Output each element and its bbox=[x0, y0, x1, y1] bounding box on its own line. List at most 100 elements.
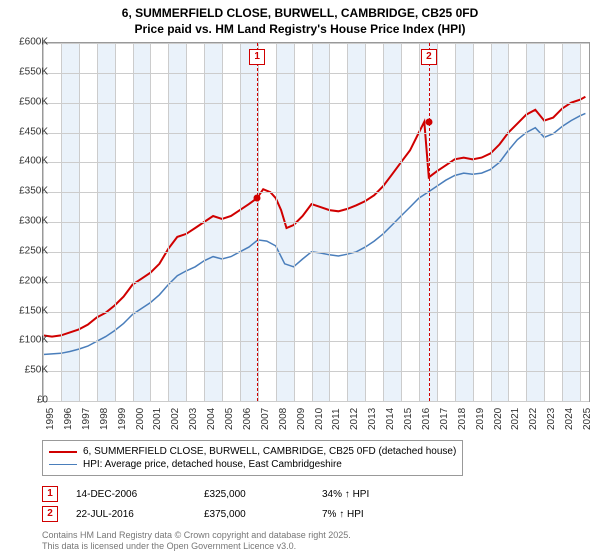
y-tick-label: £350K bbox=[19, 186, 48, 197]
gridline-vertical bbox=[133, 43, 134, 401]
title-line-1: 6, SUMMERFIELD CLOSE, BURWELL, CAMBRIDGE… bbox=[0, 6, 600, 22]
gridline-horizontal bbox=[43, 133, 589, 134]
gridline-horizontal bbox=[43, 103, 589, 104]
gridline-vertical bbox=[383, 43, 384, 401]
sale-hpi-diff: 7% ↑ HPI bbox=[322, 509, 364, 520]
gridline-vertical bbox=[508, 43, 509, 401]
gridline-vertical bbox=[79, 43, 80, 401]
x-tick-label: 2022 bbox=[528, 408, 539, 430]
x-tick-label: 2002 bbox=[170, 408, 181, 430]
gridline-horizontal bbox=[43, 192, 589, 193]
gridline-vertical bbox=[222, 43, 223, 401]
gridline-vertical bbox=[240, 43, 241, 401]
gridline-vertical bbox=[365, 43, 366, 401]
x-tick-label: 2011 bbox=[331, 408, 342, 430]
x-tick-label: 2005 bbox=[224, 408, 235, 430]
x-tick-label: 2001 bbox=[152, 408, 163, 430]
sales-table: 114-DEC-2006£325,00034% ↑ HPI222-JUL-201… bbox=[42, 484, 588, 524]
x-tick-label: 1998 bbox=[99, 408, 110, 430]
gridline-vertical bbox=[419, 43, 420, 401]
gridline-vertical bbox=[61, 43, 62, 401]
gridline-vertical bbox=[544, 43, 545, 401]
gridline-horizontal bbox=[43, 312, 589, 313]
y-tick-label: £200K bbox=[19, 275, 48, 286]
gridline-vertical bbox=[329, 43, 330, 401]
x-tick-label: 2021 bbox=[510, 408, 521, 430]
y-tick-label: £600K bbox=[19, 37, 48, 48]
gridline-vertical bbox=[276, 43, 277, 401]
sale-row-marker: 1 bbox=[42, 486, 58, 502]
sale-marker-box: 1 bbox=[249, 49, 265, 65]
gridline-horizontal bbox=[43, 282, 589, 283]
gridline-vertical bbox=[168, 43, 169, 401]
gridline-vertical bbox=[526, 43, 527, 401]
chart-container: 6, SUMMERFIELD CLOSE, BURWELL, CAMBRIDGE… bbox=[0, 0, 600, 560]
x-tick-label: 2007 bbox=[260, 408, 271, 430]
x-tick-label: 2025 bbox=[582, 408, 593, 430]
y-tick-label: £50K bbox=[25, 365, 48, 376]
legend-row-price: 6, SUMMERFIELD CLOSE, BURWELL, CAMBRIDGE… bbox=[49, 445, 456, 458]
legend-label-price: 6, SUMMERFIELD CLOSE, BURWELL, CAMBRIDGE… bbox=[83, 446, 456, 457]
sale-marker-box: 2 bbox=[421, 49, 437, 65]
x-tick-label: 1996 bbox=[63, 408, 74, 430]
gridline-horizontal bbox=[43, 341, 589, 342]
x-tick-label: 1997 bbox=[81, 408, 92, 430]
legend-swatch-hpi bbox=[49, 464, 77, 465]
gridline-vertical bbox=[312, 43, 313, 401]
plot-area: 12 bbox=[42, 42, 590, 402]
x-tick-label: 2000 bbox=[135, 408, 146, 430]
x-tick-label: 2006 bbox=[242, 408, 253, 430]
gridline-vertical bbox=[580, 43, 581, 401]
footer: Contains HM Land Registry data © Crown c… bbox=[42, 530, 588, 552]
x-tick-label: 2010 bbox=[314, 408, 325, 430]
x-tick-label: 2018 bbox=[457, 408, 468, 430]
gridline-horizontal bbox=[43, 73, 589, 74]
sale-dot bbox=[254, 195, 261, 202]
legend-row-hpi: HPI: Average price, detached house, East… bbox=[49, 458, 456, 471]
sale-row: 2 22-JUL-2016 £375,000 7% ↑ HPI bbox=[42, 504, 588, 524]
sale-row-marker: 2 bbox=[42, 506, 58, 522]
gridline-vertical bbox=[491, 43, 492, 401]
gridline-vertical bbox=[401, 43, 402, 401]
x-tick-label: 2004 bbox=[206, 408, 217, 430]
x-tick-label: 1999 bbox=[117, 408, 128, 430]
legend-and-footer: 6, SUMMERFIELD CLOSE, BURWELL, CAMBRIDGE… bbox=[42, 440, 588, 552]
gridline-vertical bbox=[347, 43, 348, 401]
sale-marker-line bbox=[429, 43, 430, 401]
sale-price: £375,000 bbox=[204, 509, 304, 520]
gridline-vertical bbox=[473, 43, 474, 401]
y-tick-label: £100K bbox=[19, 335, 48, 346]
x-tick-label: 2020 bbox=[493, 408, 504, 430]
sale-dot bbox=[425, 118, 432, 125]
x-tick-label: 2003 bbox=[188, 408, 199, 430]
gridline-vertical bbox=[150, 43, 151, 401]
y-tick-label: £550K bbox=[19, 66, 48, 77]
legend-label-hpi: HPI: Average price, detached house, East… bbox=[83, 459, 342, 470]
x-tick-label: 2015 bbox=[403, 408, 414, 430]
gridline-vertical bbox=[97, 43, 98, 401]
x-tick-label: 2012 bbox=[349, 408, 360, 430]
y-tick-label: £400K bbox=[19, 156, 48, 167]
x-tick-label: 1995 bbox=[45, 408, 56, 430]
legend-box: 6, SUMMERFIELD CLOSE, BURWELL, CAMBRIDGE… bbox=[42, 440, 463, 476]
sale-date: 22-JUL-2016 bbox=[76, 509, 186, 520]
y-tick-label: £0 bbox=[37, 395, 48, 406]
x-tick-label: 2016 bbox=[421, 408, 432, 430]
x-tick-label: 2017 bbox=[439, 408, 450, 430]
x-tick-label: 2013 bbox=[367, 408, 378, 430]
gridline-horizontal bbox=[43, 401, 589, 402]
gridline-vertical bbox=[204, 43, 205, 401]
gridline-horizontal bbox=[43, 252, 589, 253]
gridline-horizontal bbox=[43, 222, 589, 223]
series-hpi bbox=[43, 113, 585, 354]
gridline-vertical bbox=[455, 43, 456, 401]
y-tick-label: £150K bbox=[19, 305, 48, 316]
gridline-horizontal bbox=[43, 371, 589, 372]
sale-date: 14-DEC-2006 bbox=[76, 489, 186, 500]
gridline-vertical bbox=[186, 43, 187, 401]
x-tick-label: 2023 bbox=[546, 408, 557, 430]
chart-title: 6, SUMMERFIELD CLOSE, BURWELL, CAMBRIDGE… bbox=[0, 0, 600, 37]
x-tick-label: 2008 bbox=[278, 408, 289, 430]
footer-line-2: This data is licensed under the Open Gov… bbox=[42, 541, 588, 552]
y-tick-label: £500K bbox=[19, 96, 48, 107]
